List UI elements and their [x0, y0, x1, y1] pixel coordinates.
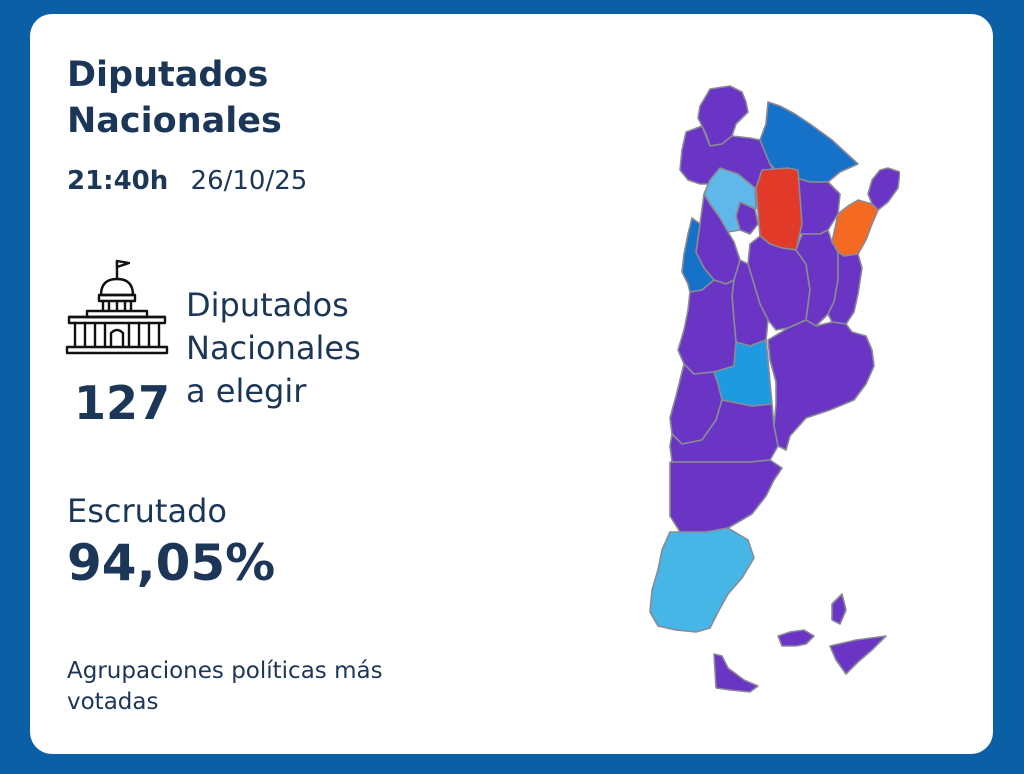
- province-santa-cruz[interactable]: [650, 528, 754, 632]
- scrutiny-label: Escrutado: [67, 492, 227, 530]
- seats-label-line-2: Nacionales: [186, 327, 361, 370]
- scrutiny-value: 94,05%: [67, 534, 275, 592]
- antarctic-sector[interactable]: [830, 636, 886, 674]
- timestamp: 21:40h 26/10/25: [67, 166, 307, 196]
- results-card: Diputados Nacionales 21:40h 26/10/25 Dip…: [30, 14, 993, 754]
- province-buenos-aires[interactable]: [768, 320, 874, 450]
- congress-building-icon: [65, 257, 169, 357]
- argentina-map: [610, 84, 900, 694]
- seats-label-line-3: a elegir: [186, 370, 361, 413]
- province-chubut[interactable]: [670, 460, 782, 532]
- province-tierra-del-fuego[interactable]: [714, 654, 758, 692]
- province-mendoza[interactable]: [678, 280, 736, 374]
- seats-label-line-1: Diputados: [186, 284, 361, 327]
- page-title: Diputados Nacionales: [67, 52, 282, 144]
- time-label: 21:40h: [67, 166, 168, 196]
- parties-label: Agrupaciones políticas más votadas: [67, 656, 467, 718]
- title-line-1: Diputados: [67, 52, 282, 98]
- seats-label: Diputados Nacionales a elegir: [186, 284, 361, 413]
- title-line-2: Nacionales: [67, 98, 282, 144]
- date-label: 26/10/25: [191, 166, 308, 196]
- south-islands[interactable]: [832, 594, 846, 624]
- islas-malvinas[interactable]: [778, 630, 814, 646]
- seats-count: 127: [74, 376, 170, 430]
